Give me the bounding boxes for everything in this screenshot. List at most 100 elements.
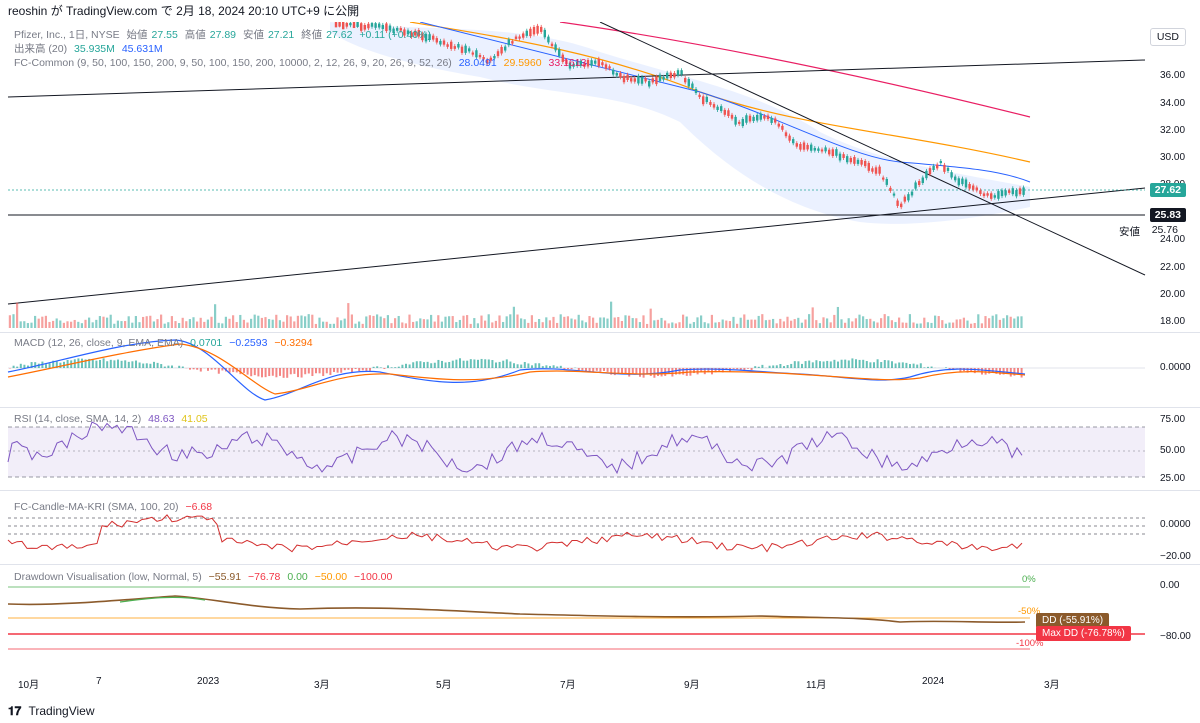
time-tick: 11月 — [806, 680, 827, 691]
volume-bar — [779, 318, 782, 328]
candle-body — [723, 109, 726, 115]
macd-hist-bar — [1013, 368, 1016, 376]
fc-candle-legend[interactable]: FC-Candle-MA-KRI (SMA, 100, 20) −6.68 — [14, 500, 216, 514]
candle-body — [399, 28, 402, 31]
candle-body — [583, 63, 586, 67]
candle-body — [691, 83, 694, 89]
time-tick: 2023 — [197, 676, 220, 687]
volume-bar — [430, 314, 433, 328]
low-label: 安値 — [242, 29, 264, 41]
macd-hist-bar — [221, 368, 224, 371]
rsi-legend[interactable]: RSI (14, close, SMA, 14, 2) 48.63 41.05 — [14, 412, 212, 426]
symbol-title[interactable]: Pfizer, Inc., 1日, NYSE — [14, 29, 120, 41]
volume-bar — [257, 315, 260, 328]
volume-bar — [275, 314, 278, 328]
candle-body — [820, 149, 824, 152]
macd-hist-bar — [808, 360, 811, 368]
volume-bar — [858, 314, 861, 328]
candle-body — [500, 46, 503, 54]
candle-body — [518, 36, 521, 39]
candle-body — [763, 115, 766, 119]
chart-area[interactable]: USD Pfizer, Inc., 1日, NYSE 始値 27.55 高値 27.… — [0, 22, 1200, 694]
macd-hist-bar — [1017, 368, 1019, 375]
chart-canvas[interactable] — [0, 22, 1200, 694]
volume-bar — [649, 308, 652, 328]
volume-bar — [23, 321, 26, 328]
macd-hist-bar — [855, 359, 857, 368]
volume-bar — [793, 319, 796, 328]
candle-body — [824, 147, 827, 152]
macd-hist-bar — [844, 359, 847, 368]
macd-hist-bar — [883, 360, 886, 368]
macd-hist-bar — [365, 368, 368, 371]
macd-hist-bar — [491, 360, 494, 368]
volume-bar — [98, 316, 101, 328]
macd-hist-bar — [509, 361, 512, 368]
volume-bar — [264, 317, 267, 328]
volume-bar — [577, 314, 580, 328]
candle-body — [918, 181, 921, 185]
volume-bar — [761, 314, 764, 328]
volume-bar — [869, 318, 872, 328]
currency-button[interactable]: USD — [1149, 28, 1186, 46]
volume-bar — [66, 321, 69, 328]
high-label: 高値 — [184, 29, 206, 41]
macd-hist-bar — [624, 368, 627, 375]
candle-body — [543, 29, 546, 38]
candle-body — [716, 106, 719, 110]
macd-hist-bar — [199, 368, 202, 372]
candle-body — [630, 78, 633, 82]
volume-bar — [48, 321, 51, 328]
footer-brand[interactable]: TradingView — [28, 704, 95, 718]
volume-bar — [991, 315, 994, 328]
volume-bar — [898, 317, 901, 328]
candle-body — [752, 116, 755, 122]
candle-body — [507, 39, 510, 46]
macd-hist-bar — [779, 364, 782, 368]
volume-bar — [124, 321, 127, 328]
tradingview-logo-icon[interactable]: 𝟏𝟕 — [8, 704, 22, 718]
time-tick: 2024 — [922, 676, 945, 687]
macd-hist-bar — [91, 359, 94, 368]
candle-body — [853, 157, 856, 164]
volume-bar — [642, 315, 645, 328]
macd-hist-bar — [621, 368, 623, 375]
macd-hist-bar — [45, 364, 47, 368]
candle-body — [550, 43, 554, 47]
macd-hist-bar — [304, 368, 307, 375]
macd-hist-bar — [513, 363, 515, 368]
pane-separator[interactable] — [0, 564, 1200, 565]
volume-legend[interactable]: 出来高 (20) 35.935M 45.631M — [14, 42, 167, 56]
volume-bar — [566, 316, 569, 328]
macd-legend[interactable]: MACD (12, 26, close, 9, EMA, EMA) 0.0701… — [14, 336, 317, 350]
volume-bar — [703, 322, 706, 328]
drawdown-legend[interactable]: Drawdown Visualisation (low, Normal, 5) … — [14, 570, 396, 584]
pane-separator[interactable] — [0, 407, 1200, 408]
macd-hist-bar — [862, 359, 865, 368]
fc-common-legend[interactable]: FC-Common (9, 50, 100, 150, 200, 9, 50, … — [14, 56, 590, 70]
main-legend[interactable]: Pfizer, Inc., 1日, NYSE 始値 27.55 高値 27.89 安… — [14, 28, 435, 42]
volume-bar — [106, 317, 109, 328]
candle-body — [802, 142, 806, 150]
fc-candle-line — [7, 514, 1023, 553]
volume-bar — [73, 319, 76, 328]
volume-bar — [574, 319, 577, 328]
candle-body — [486, 59, 489, 64]
candle-body — [345, 22, 348, 27]
volume-bar — [628, 315, 631, 328]
pane-separator[interactable] — [0, 490, 1200, 491]
footer: 𝟏𝟕 TradingView — [0, 699, 1200, 723]
candle-body — [342, 22, 345, 30]
macd-hist-bar — [66, 359, 69, 368]
pane-separator[interactable] — [0, 332, 1200, 333]
candle-body — [910, 191, 914, 196]
macd-hist-bar — [217, 368, 220, 374]
candle-body — [464, 45, 467, 53]
volume-bar — [638, 322, 641, 328]
candle-body — [889, 187, 892, 191]
macd-hist-bar — [171, 365, 173, 368]
volume-bar — [102, 316, 105, 328]
volume-bar — [552, 316, 555, 328]
volume-bar — [962, 317, 965, 328]
macd-hist-bar — [124, 360, 127, 368]
